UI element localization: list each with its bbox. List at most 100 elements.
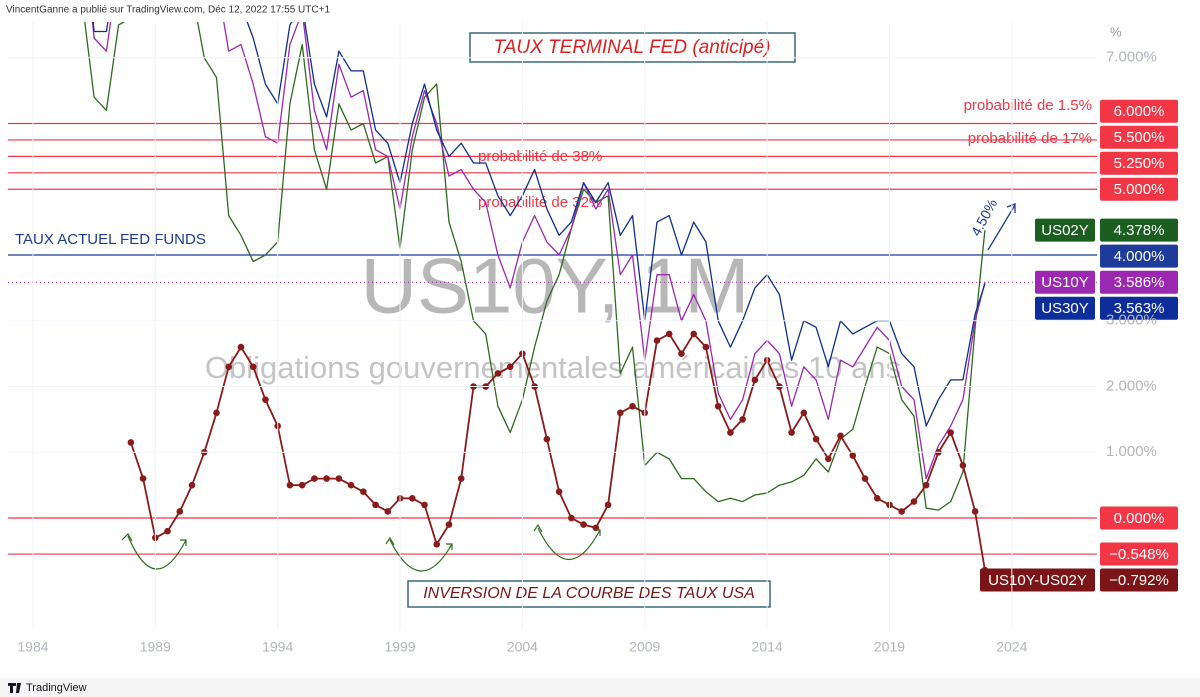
price-tag-label: 5.500% [1114, 129, 1165, 146]
series-dot [665, 330, 673, 338]
title: TAUX TERMINAL FED (anticipé) [494, 37, 771, 58]
series-dot [372, 501, 379, 509]
level-note: probabilité de 17% [968, 130, 1092, 147]
series-dot [959, 462, 967, 469]
x-tick-label: 1994 [262, 639, 293, 655]
series-dot [947, 429, 954, 436]
series-dot [616, 409, 624, 417]
series-dot [568, 514, 575, 522]
series-tag [980, 568, 1095, 592]
price-tag [1100, 99, 1178, 123]
series-dot [384, 508, 392, 515]
series-dot [225, 363, 233, 371]
series-dot [188, 481, 196, 489]
price-tag-label: 4.378% [1114, 222, 1165, 239]
y-tick-label: 7.000% [1106, 49, 1157, 66]
price-tag-label: 0.000% [1114, 510, 1165, 527]
series-dot [788, 429, 795, 436]
series-dot [139, 475, 147, 482]
price-tag-label: −0.792% [1109, 572, 1169, 589]
series-dot [824, 455, 832, 463]
inversion-arcs [121, 523, 601, 572]
levels: probabilité de 1.5% probabilité de 17% pro… [8, 97, 1097, 555]
series-dot [335, 475, 343, 482]
series-dot [604, 501, 612, 509]
axis-unit: % [1110, 24, 1122, 39]
x-tick-label: 2004 [507, 639, 538, 655]
price-tags: 6.000% 5.500% 5.250% 5.000% 4.378% US02Y 4.000… [980, 99, 1178, 592]
series-dot [861, 475, 869, 482]
series-dot [506, 363, 514, 371]
footer-bar [0, 678, 1200, 697]
series-dot [629, 402, 636, 410]
series-dot [678, 350, 685, 357]
series-dot [249, 363, 257, 371]
price-tag [1100, 296, 1178, 320]
y-tick-label: 3.000% [1106, 312, 1157, 329]
series-dot [739, 416, 746, 423]
watermark-subtitle: Obligations gouvernementales américaines… [205, 350, 901, 385]
price-tag-label: 5.000% [1114, 181, 1165, 198]
price-tag [1100, 270, 1178, 294]
series-dot [323, 475, 330, 482]
x-tick-label: 2024 [996, 639, 1027, 655]
series-dot [555, 488, 563, 496]
series-dot [837, 432, 844, 440]
series-dot [311, 475, 318, 482]
series-dot [714, 402, 722, 410]
arrow-line [987, 204, 1016, 251]
series-dot [237, 343, 245, 351]
series-dot [922, 481, 930, 489]
series-dot [457, 475, 465, 482]
series-tag-label: US30Y [1041, 300, 1089, 317]
arc-head [180, 539, 187, 546]
header: VincentGanne a publié sur TradingView.co… [6, 5, 330, 16]
title-box [469, 32, 796, 63]
series-dot [690, 330, 698, 338]
price-tag [1100, 506, 1178, 530]
price-tag-label: −0.548% [1109, 546, 1169, 563]
price-tag [1100, 151, 1178, 175]
arc [389, 539, 453, 572]
series-dot [702, 343, 710, 351]
series-dot [898, 508, 906, 515]
footer: TradingView [26, 682, 87, 694]
series-tag-label: US02Y [1041, 222, 1089, 239]
x-tick-label: 2019 [874, 639, 905, 655]
series-dot [543, 435, 551, 443]
x-tick-label: 2009 [629, 639, 660, 655]
level-note: probabilité de 1.5% [964, 97, 1092, 114]
x-tick-label: 2014 [752, 639, 783, 655]
price-tag-label: 3.586% [1114, 274, 1165, 291]
series-dot [751, 376, 759, 384]
level-note: probabilité de 38% [478, 148, 602, 165]
price-tag [1100, 177, 1178, 201]
price-tag-label: 6.000% [1114, 103, 1165, 120]
series-dot [127, 439, 135, 446]
series-dot [849, 452, 857, 459]
arc-head [533, 523, 543, 533]
series-dot [286, 481, 294, 489]
series-dot [580, 521, 587, 528]
series-tag [1035, 270, 1095, 294]
price-tag [1100, 542, 1178, 566]
y-tick-label: 1.000% [1106, 443, 1157, 460]
series-dot [164, 527, 171, 535]
series-dot [971, 508, 979, 515]
price-tag [1100, 568, 1178, 592]
level-note: probabilité de 32% [478, 194, 602, 211]
series-tag-label: US10Y [1041, 274, 1089, 291]
series-dot [812, 435, 820, 443]
series-dot [494, 370, 502, 377]
logo [8, 683, 21, 693]
series-dot [262, 396, 269, 403]
x-tick-label: 1984 [17, 639, 48, 655]
price-tag-label: 3.563% [1114, 300, 1165, 317]
series-dot [727, 429, 734, 436]
series-dot [421, 501, 428, 509]
arc-head [446, 543, 453, 550]
series-tag [1035, 218, 1095, 242]
level-note: TAUX ACTUEL FED FUNDS [15, 231, 206, 248]
series-dot [298, 481, 306, 489]
